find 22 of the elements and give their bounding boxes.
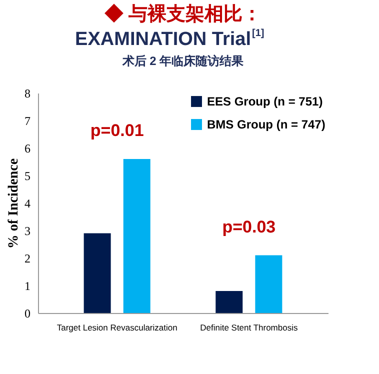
- x-tick-label: Target Lesion Revascularization: [56, 322, 178, 332]
- annotation: p=0.03: [222, 217, 276, 236]
- y-tick-label: 5: [24, 169, 30, 183]
- y-tick-label: 2: [24, 252, 30, 266]
- y-tick-label: 7: [24, 114, 30, 128]
- legend-label: EES Group (n = 751): [207, 94, 323, 108]
- bar: [84, 233, 111, 313]
- bar: [255, 255, 282, 313]
- annotation: p=0.01: [90, 121, 144, 140]
- y-tick-label: 0: [24, 306, 30, 320]
- chart-title: ◆ 与裸支架相比：: [104, 3, 262, 25]
- y-tick-label: 8: [24, 86, 30, 100]
- text: 术后 2 年临床随访结果: [122, 54, 244, 68]
- bar: [216, 291, 243, 313]
- y-tick-label: 3: [24, 224, 30, 238]
- y-tick-label: 1: [24, 279, 30, 293]
- y-axis-title: % of Incidence: [6, 158, 22, 249]
- bar: [123, 159, 150, 313]
- legend-label: BMS Group (n = 747): [207, 118, 326, 132]
- x-tick-label: Definite Stent Thrombosis: [200, 322, 298, 332]
- y-tick-label: 4: [24, 196, 30, 210]
- y-tick-label: 6: [24, 142, 30, 156]
